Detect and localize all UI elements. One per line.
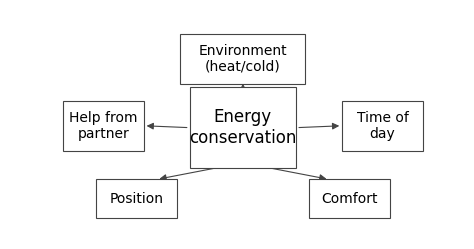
- FancyBboxPatch shape: [309, 180, 390, 218]
- Text: Time of
day: Time of day: [356, 111, 409, 141]
- FancyBboxPatch shape: [190, 87, 296, 168]
- Text: Help from
partner: Help from partner: [69, 111, 137, 141]
- Text: Energy
conservation: Energy conservation: [189, 108, 297, 147]
- FancyBboxPatch shape: [96, 180, 177, 218]
- FancyBboxPatch shape: [342, 101, 423, 151]
- Text: Environment
(heat/cold): Environment (heat/cold): [199, 44, 287, 74]
- FancyBboxPatch shape: [181, 34, 305, 84]
- FancyBboxPatch shape: [63, 101, 144, 151]
- Text: Position: Position: [109, 191, 164, 206]
- Text: Comfort: Comfort: [321, 191, 378, 206]
